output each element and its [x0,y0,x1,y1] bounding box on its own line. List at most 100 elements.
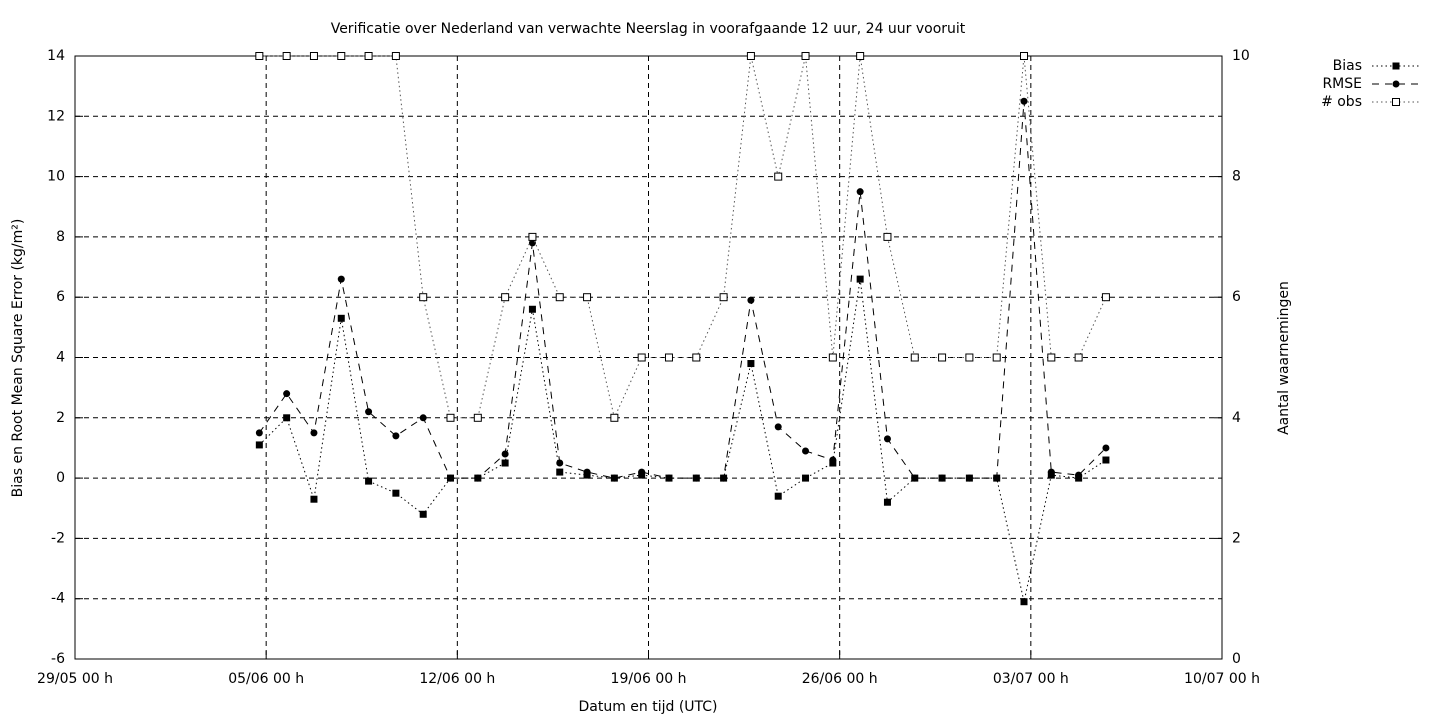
plot-border [74,55,1223,660]
x-tick-label: 10/07 00 h [1184,671,1260,687]
y2-tick-label: 2 [1232,530,1241,546]
y-tick-label: -6 [51,651,65,667]
point [829,456,837,464]
point [938,474,946,482]
y-tick-label: 14 [47,48,65,64]
y-tick-label: 6 [56,289,65,305]
point [1020,52,1029,60]
point [556,459,564,467]
point [419,414,427,422]
point [309,52,318,60]
point [282,52,291,60]
point [310,429,318,437]
point [774,492,782,500]
point [746,52,755,60]
series-line [259,55,1107,420]
point [1074,353,1083,362]
point [856,275,864,283]
point [802,474,810,482]
point [1020,97,1028,105]
point [1020,598,1028,606]
point [337,314,345,322]
y-tick-label: 2 [56,410,65,426]
point [283,390,291,398]
point [528,232,537,241]
y2-axis-label: Aantal waarnemingen [1276,281,1292,435]
point [419,510,427,518]
y2-tick-label: 6 [1232,289,1241,305]
point [255,441,263,449]
x-tick-label: 03/07 00 h [993,671,1069,687]
y-tick-label: -4 [51,591,65,607]
point [364,52,373,60]
point [774,423,782,431]
point [828,353,837,362]
point [720,474,728,482]
point [419,293,428,302]
point [664,353,673,362]
point [774,172,783,181]
point [692,353,701,362]
point [637,353,646,362]
point [501,450,509,458]
point [911,474,919,482]
y2-tick-label: 4 [1232,410,1241,426]
point [747,360,755,368]
y2-tick-label: 8 [1232,169,1241,185]
x-tick-label: 05/06 00 h [228,671,304,687]
point [856,52,865,60]
point [747,296,755,304]
point [801,52,810,60]
point [992,353,1001,362]
point [392,489,400,497]
series-line [258,101,1107,479]
point [938,353,947,362]
point [474,474,482,482]
y-tick-label: 0 [56,470,65,486]
point [556,468,564,476]
point [856,188,864,196]
point [1101,293,1110,302]
point [993,474,1001,482]
legend-label: Bias [1333,58,1362,74]
point [665,474,673,482]
point [391,52,400,60]
y-tick-label: 12 [47,108,65,124]
point [1075,471,1083,479]
point [447,474,455,482]
point [965,353,974,362]
point [1047,468,1055,476]
x-axis-label: Datum en tijd (UTC) [578,699,717,715]
y-tick-label: 10 [47,169,65,185]
point [283,414,291,422]
point [392,432,400,440]
point [337,275,345,283]
point [638,468,646,476]
y2-tick-label: 10 [1232,48,1250,64]
point [583,468,591,476]
x-tick-label: 12/06 00 h [419,671,495,687]
legend-marker [1392,62,1400,70]
point [583,293,592,302]
x-tick-label: 19/06 00 h [611,671,687,687]
point [883,435,891,443]
y-tick-label: 4 [56,350,65,366]
x-tick-label: 29/05 00 h [37,671,113,687]
point [310,495,318,503]
y-tick-label: 8 [56,229,65,245]
point [446,413,455,422]
point [337,52,346,60]
y-tick-label: -2 [51,530,65,546]
x-tick-label: 26/06 00 h [802,671,878,687]
y-axis-label: Bias en Root Mean Square Error (kg/m²) [10,219,26,498]
legend-marker [1392,80,1400,88]
point [473,413,482,422]
point [1102,444,1110,452]
point [910,353,919,362]
point [883,498,891,506]
point [1102,456,1110,464]
series-line [258,279,1107,602]
point [883,232,892,241]
point [501,459,509,467]
